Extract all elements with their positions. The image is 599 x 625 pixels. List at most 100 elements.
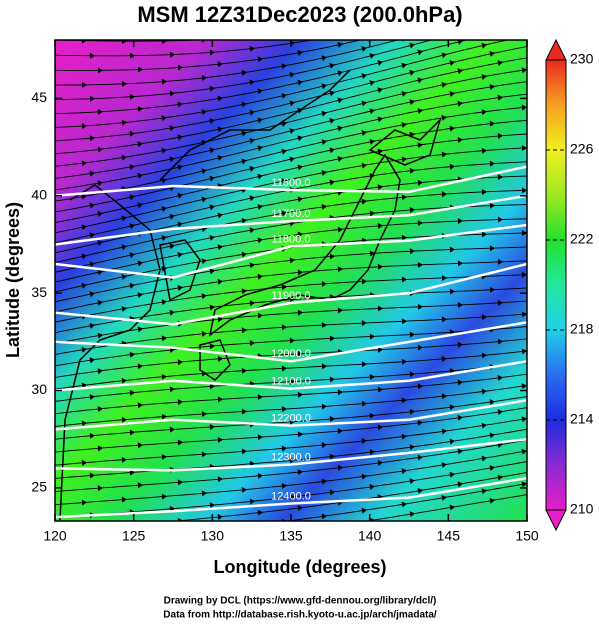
stream-arrow — [481, 147, 487, 154]
stream-arrow — [289, 257, 295, 264]
stream-arrow — [417, 220, 423, 227]
stream-arrow — [282, 30, 288, 37]
stream-arrow — [521, 33, 527, 40]
stream-arrow — [409, 42, 415, 49]
stream-arrow — [177, 101, 183, 108]
stream-arrow — [297, 469, 303, 476]
stream-arrow — [401, 122, 407, 128]
stream-arrow — [161, 493, 167, 500]
streamline — [55, 385, 527, 427]
stream-arrow — [441, 495, 447, 501]
stream-arrow — [121, 496, 127, 503]
stream-arrow — [441, 356, 447, 362]
stream-arrow — [249, 166, 255, 172]
stream-arrow — [249, 340, 255, 347]
stream-arrow — [369, 139, 375, 145]
stream-arrow — [249, 195, 255, 202]
stream-arrow — [121, 306, 127, 312]
stream-arrow — [297, 49, 303, 56]
stream-arrow — [81, 282, 87, 289]
stream-arrow — [138, 521, 143, 527]
streamline — [55, 93, 527, 191]
streamline — [170, 472, 527, 521]
stream-arrow — [137, 202, 143, 209]
coast-mainland-north — [159, 69, 351, 181]
stream-arrow — [497, 0, 503, 7]
colorbar-tick-label: 226 — [570, 141, 594, 157]
stream-arrow — [361, 100, 367, 107]
streamline — [55, 373, 527, 415]
stream-arrow — [401, 397, 407, 404]
stream-arrow — [161, 335, 167, 342]
stream-arrow — [361, 198, 367, 205]
stream-arrow — [497, 216, 503, 223]
stream-arrow — [217, 355, 223, 362]
stream-arrow — [497, 258, 503, 265]
stream-arrow — [162, 531, 168, 537]
stream-arrow — [97, 445, 103, 452]
stream-arrow — [361, 278, 367, 285]
stream-arrow — [289, 378, 295, 385]
contour-line — [55, 321, 527, 363]
stream-arrow — [377, 346, 383, 353]
streamline — [55, 69, 527, 167]
stream-arrow — [169, 156, 175, 163]
stream-arrow — [377, 386, 383, 393]
stream-arrow — [217, 244, 223, 251]
streamline — [55, 40, 510, 128]
stream-arrow — [249, 45, 255, 52]
stream-arrow — [121, 215, 127, 222]
streamline — [55, 450, 527, 506]
streamline — [364, 494, 527, 521]
contour-line — [55, 223, 527, 279]
stream-arrow — [441, 191, 447, 198]
stream-arrow — [409, 167, 415, 174]
stream-arrow — [201, 168, 207, 175]
stream-arrow — [121, 80, 127, 87]
stream-arrow — [89, 52, 95, 59]
stream-arrow — [497, 60, 503, 66]
stream-arrow — [521, 311, 527, 318]
stream-arrow — [489, 432, 495, 439]
stream-arrow — [369, 374, 375, 381]
streamline — [55, 40, 363, 71]
stream-arrow — [137, 141, 143, 148]
stream-arrow — [161, 299, 167, 306]
stream-arrow — [249, 109, 255, 116]
stream-arrow — [289, 418, 295, 425]
stream-arrow — [401, 501, 407, 508]
stream-arrow — [481, 13, 487, 20]
stream-arrow — [249, 498, 255, 505]
stream-arrow — [97, 332, 103, 339]
stream-arrow — [201, 40, 207, 43]
streamline — [55, 189, 527, 264]
stream-arrow — [337, 428, 343, 435]
stream-arrow — [241, 448, 247, 455]
stream-arrow — [249, 300, 255, 307]
stream-arrow — [161, 115, 167, 122]
stream-arrow — [337, 389, 343, 396]
y-tick-label: 35 — [31, 284, 47, 300]
stream-arrow — [481, 422, 487, 429]
streamlines — [55, 0, 527, 537]
stream-arrow — [521, 145, 527, 152]
stream-arrow — [337, 266, 343, 273]
stream-arrow — [481, 388, 487, 395]
stream-arrow — [329, 118, 335, 124]
stream-arrow — [137, 260, 143, 267]
stream-arrow — [289, 71, 295, 78]
stream-arrow — [217, 436, 223, 443]
stream-arrow — [217, 278, 223, 285]
stream-arrow — [321, 322, 327, 329]
stream-arrow — [521, 230, 527, 237]
stream-arrow — [337, 226, 343, 233]
stream-arrow — [169, 125, 175, 132]
stream-arrow — [489, 51, 495, 57]
stream-arrow — [129, 389, 135, 396]
stream-arrow — [377, 87, 383, 94]
stream-arrow — [257, 237, 263, 244]
stream-arrow — [361, 438, 367, 445]
y-axis-label: Latitude (degrees) — [3, 202, 23, 358]
stream-arrow — [257, 173, 263, 180]
stream-arrow — [457, 302, 463, 309]
